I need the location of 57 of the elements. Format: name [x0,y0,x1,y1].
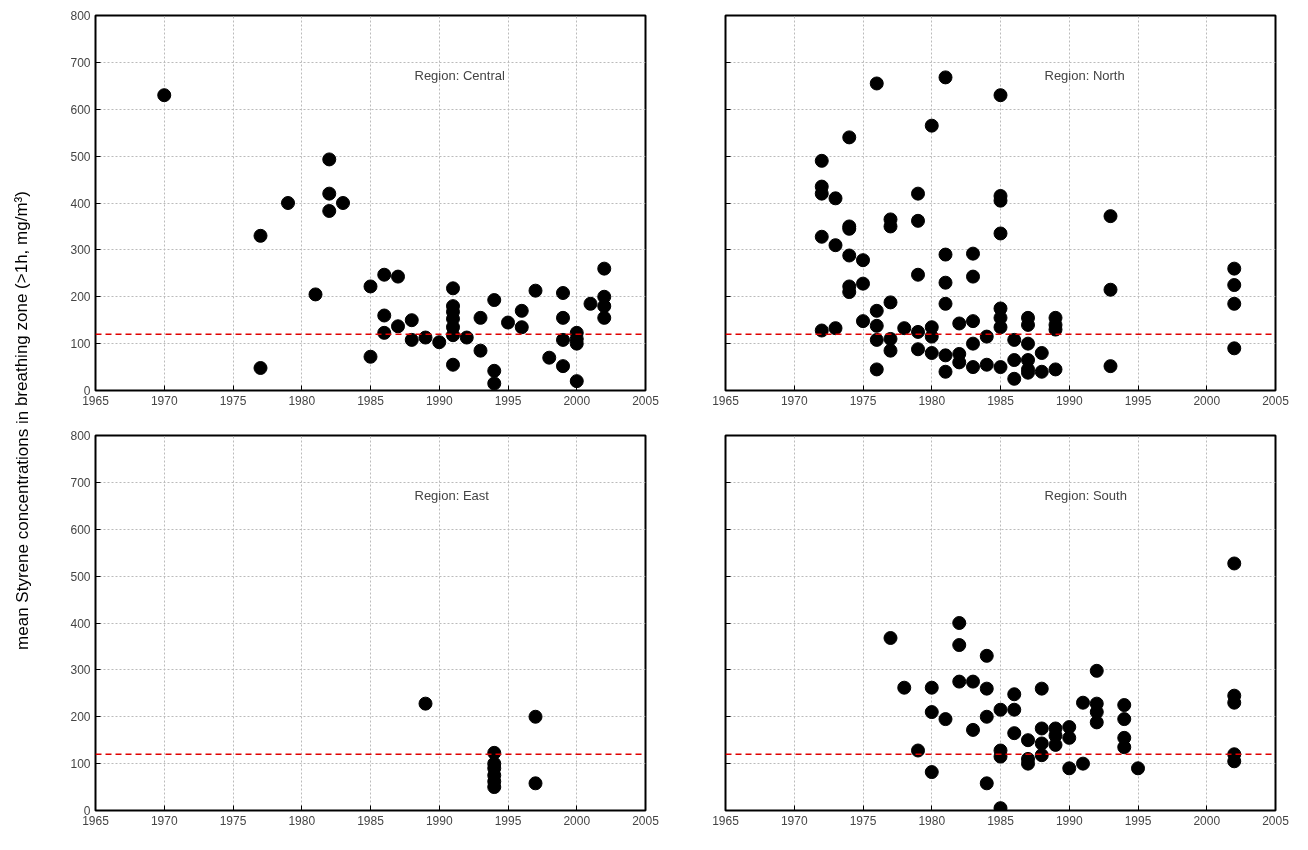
y-axis-title: mean Styrene concentrations in breathing zone (>1h, mg/m³) [12,191,32,650]
x-tick-label: 1990 [425,813,453,828]
x-tick-label: 1980 [288,813,316,828]
y-tick-label: 200 [70,710,91,725]
x-tick-label: 2005 [632,393,660,408]
x-tick-label: 1985 [357,393,385,408]
x-tick-label: 1970 [150,813,178,828]
x-tick-label: 1965 [712,813,740,828]
y-tick-label: 800 [70,429,91,443]
y-tick-label: 300 [70,243,91,258]
y-tick-label: 300 [70,663,91,678]
x-tick-label: 2000 [563,813,591,828]
x-tick-label: 1970 [780,813,808,828]
annotation: Region: South [1044,488,1127,503]
x-tick-label: 1980 [918,813,946,828]
x-tick-label: 1990 [1055,813,1083,828]
x-tick-label: 2005 [1262,393,1290,408]
annotation: Region: North [1044,68,1125,83]
x-tick-label: 1965 [712,393,740,408]
y-tick-label: 700 [70,475,91,490]
x-tick-label: 1985 [987,393,1015,408]
annotation: Region: East [414,488,490,503]
y-tick-label: 0 [83,804,91,818]
x-tick-label: 1995 [494,393,522,408]
x-tick-label: 1970 [150,393,178,408]
x-tick-label: 2005 [632,813,660,828]
x-tick-label: 1995 [494,813,522,828]
x-tick-label: 2005 [1262,813,1290,828]
y-tick-label: 200 [70,290,91,305]
x-tick-label: 1975 [849,393,877,408]
y-tick-label: 500 [70,569,91,584]
x-tick-label: 1985 [357,813,385,828]
y-tick-label: 600 [70,522,91,537]
x-tick-label: 1995 [1124,393,1152,408]
y-tick-label: 700 [70,55,91,70]
y-tick-label: 800 [70,9,91,23]
y-tick-label: 600 [70,102,91,117]
y-tick-label: 500 [70,149,91,164]
x-tick-label: 1990 [1055,393,1083,408]
y-tick-label: 100 [70,337,91,352]
x-tick-label: 1970 [780,393,808,408]
x-tick-label: 2000 [563,393,591,408]
x-tick-label: 1985 [987,813,1015,828]
annotation: Region: Central [414,68,505,83]
y-tick-label: 400 [70,196,91,211]
y-tick-label: 100 [70,757,91,772]
x-tick-label: 1980 [918,393,946,408]
x-tick-label: 1990 [425,393,453,408]
y-tick-label: 400 [70,616,91,631]
x-tick-label: 2000 [1193,393,1221,408]
x-tick-label: 1975 [219,813,247,828]
x-tick-label: 1980 [288,393,316,408]
x-tick-label: 2000 [1193,813,1221,828]
x-tick-label: 1975 [219,393,247,408]
y-tick-label: 0 [83,384,91,398]
x-tick-label: 1995 [1124,813,1152,828]
x-tick-label: 1975 [849,813,877,828]
